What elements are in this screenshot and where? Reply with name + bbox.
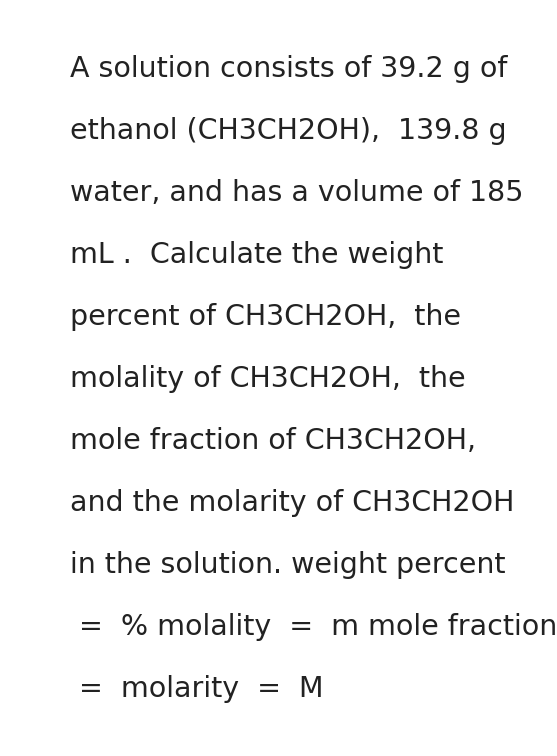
Text: in the solution. weight percent: in the solution. weight percent [70,551,506,579]
Text: water, and has a volume of 185: water, and has a volume of 185 [70,179,524,207]
Text: molality of CH3CH2OH,  the: molality of CH3CH2OH, the [70,365,466,393]
Text: percent of CH3CH2OH,  the: percent of CH3CH2OH, the [70,303,461,331]
Text: mL .  Calculate the weight: mL . Calculate the weight [70,241,443,269]
Text: =  % molality  =  m mole fraction: = % molality = m mole fraction [70,613,557,641]
Text: and the molarity of CH3CH2OH: and the molarity of CH3CH2OH [70,489,514,517]
Text: ethanol (CH3CH2OH),  139.8 g: ethanol (CH3CH2OH), 139.8 g [70,117,507,145]
Text: mole fraction of CH3CH2OH,: mole fraction of CH3CH2OH, [70,427,476,455]
Text: A solution consists of 39.2 g of: A solution consists of 39.2 g of [70,55,507,83]
Text: =  molarity  =  M: = molarity = M [70,675,324,703]
